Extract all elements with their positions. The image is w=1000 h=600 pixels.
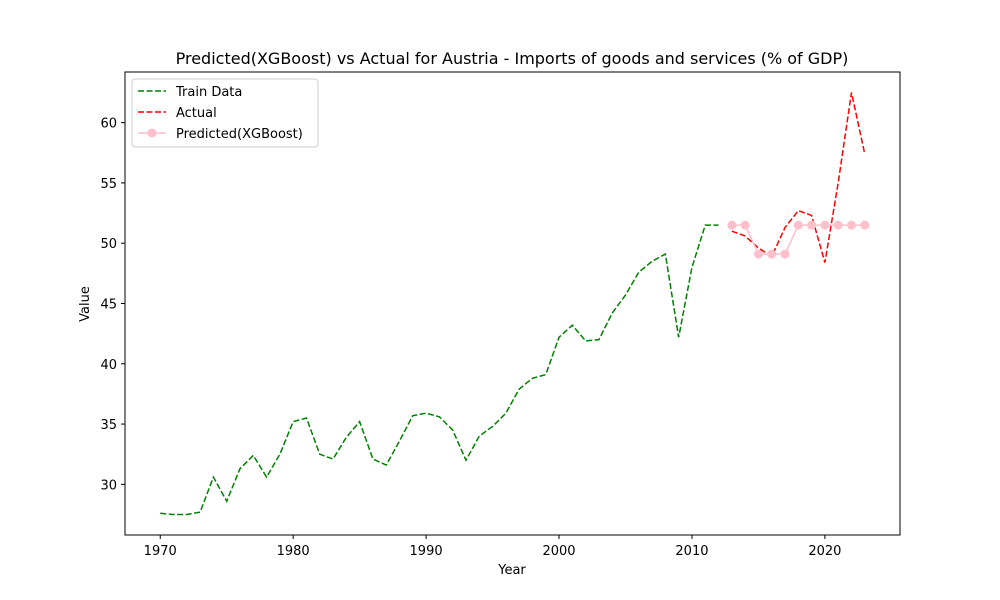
y-axis-label: Value: [78, 286, 93, 322]
y-tick-label: 50: [100, 237, 117, 252]
x-tick-label: 1980: [277, 544, 310, 559]
x-axis-label: Year: [497, 563, 526, 578]
data-point-predicted-xgboost: [846, 220, 856, 230]
y-tick-label: 60: [100, 117, 117, 132]
y-axis-ticks: 30 35 40 45 50 55 60: [100, 117, 125, 493]
x-tick-label: 2010: [675, 544, 708, 559]
x-axis-ticks: 1970 1980 1990 2000 2010 2020: [144, 535, 841, 559]
x-tick-label: 1970: [144, 544, 177, 559]
series-line-train-data: [160, 224, 719, 516]
legend-box: [131, 78, 319, 148]
data-point-predicted-xgboost: [727, 220, 737, 230]
data-point-predicted-xgboost: [807, 220, 817, 230]
y-tick-label: 55: [100, 177, 117, 192]
x-tick-label: 2020: [808, 544, 841, 559]
plot-frame: [124, 71, 901, 536]
data-point-predicted-xgboost: [753, 249, 763, 259]
data-point-predicted-xgboost: [860, 220, 870, 230]
y-tick-label: 40: [100, 358, 117, 373]
plot-series: [160, 92, 870, 516]
legend-label-train-data: Train Data: [175, 85, 242, 100]
data-point-predicted-xgboost: [780, 249, 790, 259]
legend-marker-predicted-xgboost: [147, 128, 157, 138]
data-point-predicted-xgboost: [767, 249, 777, 259]
data-point-predicted-xgboost: [833, 220, 843, 230]
legend-label-predicted-xgboost: Predicted(XGBoost): [176, 127, 303, 142]
x-tick-label: 2000: [542, 544, 575, 559]
y-tick-label: 35: [100, 418, 117, 433]
y-tick-label: 30: [100, 478, 117, 493]
data-point-predicted-xgboost: [740, 220, 750, 230]
legend: Train Data Actual Predicted(XGBoost): [131, 78, 319, 148]
data-point-predicted-xgboost: [793, 220, 803, 230]
legend-label-actual: Actual: [176, 106, 217, 121]
x-tick-label: 1990: [410, 544, 443, 559]
data-point-predicted-xgboost: [820, 220, 830, 230]
y-tick-label: 45: [100, 298, 117, 313]
chart-title: Predicted(XGBoost) vs Actual for Austria…: [176, 49, 849, 68]
series-line-actual: [731, 92, 866, 263]
